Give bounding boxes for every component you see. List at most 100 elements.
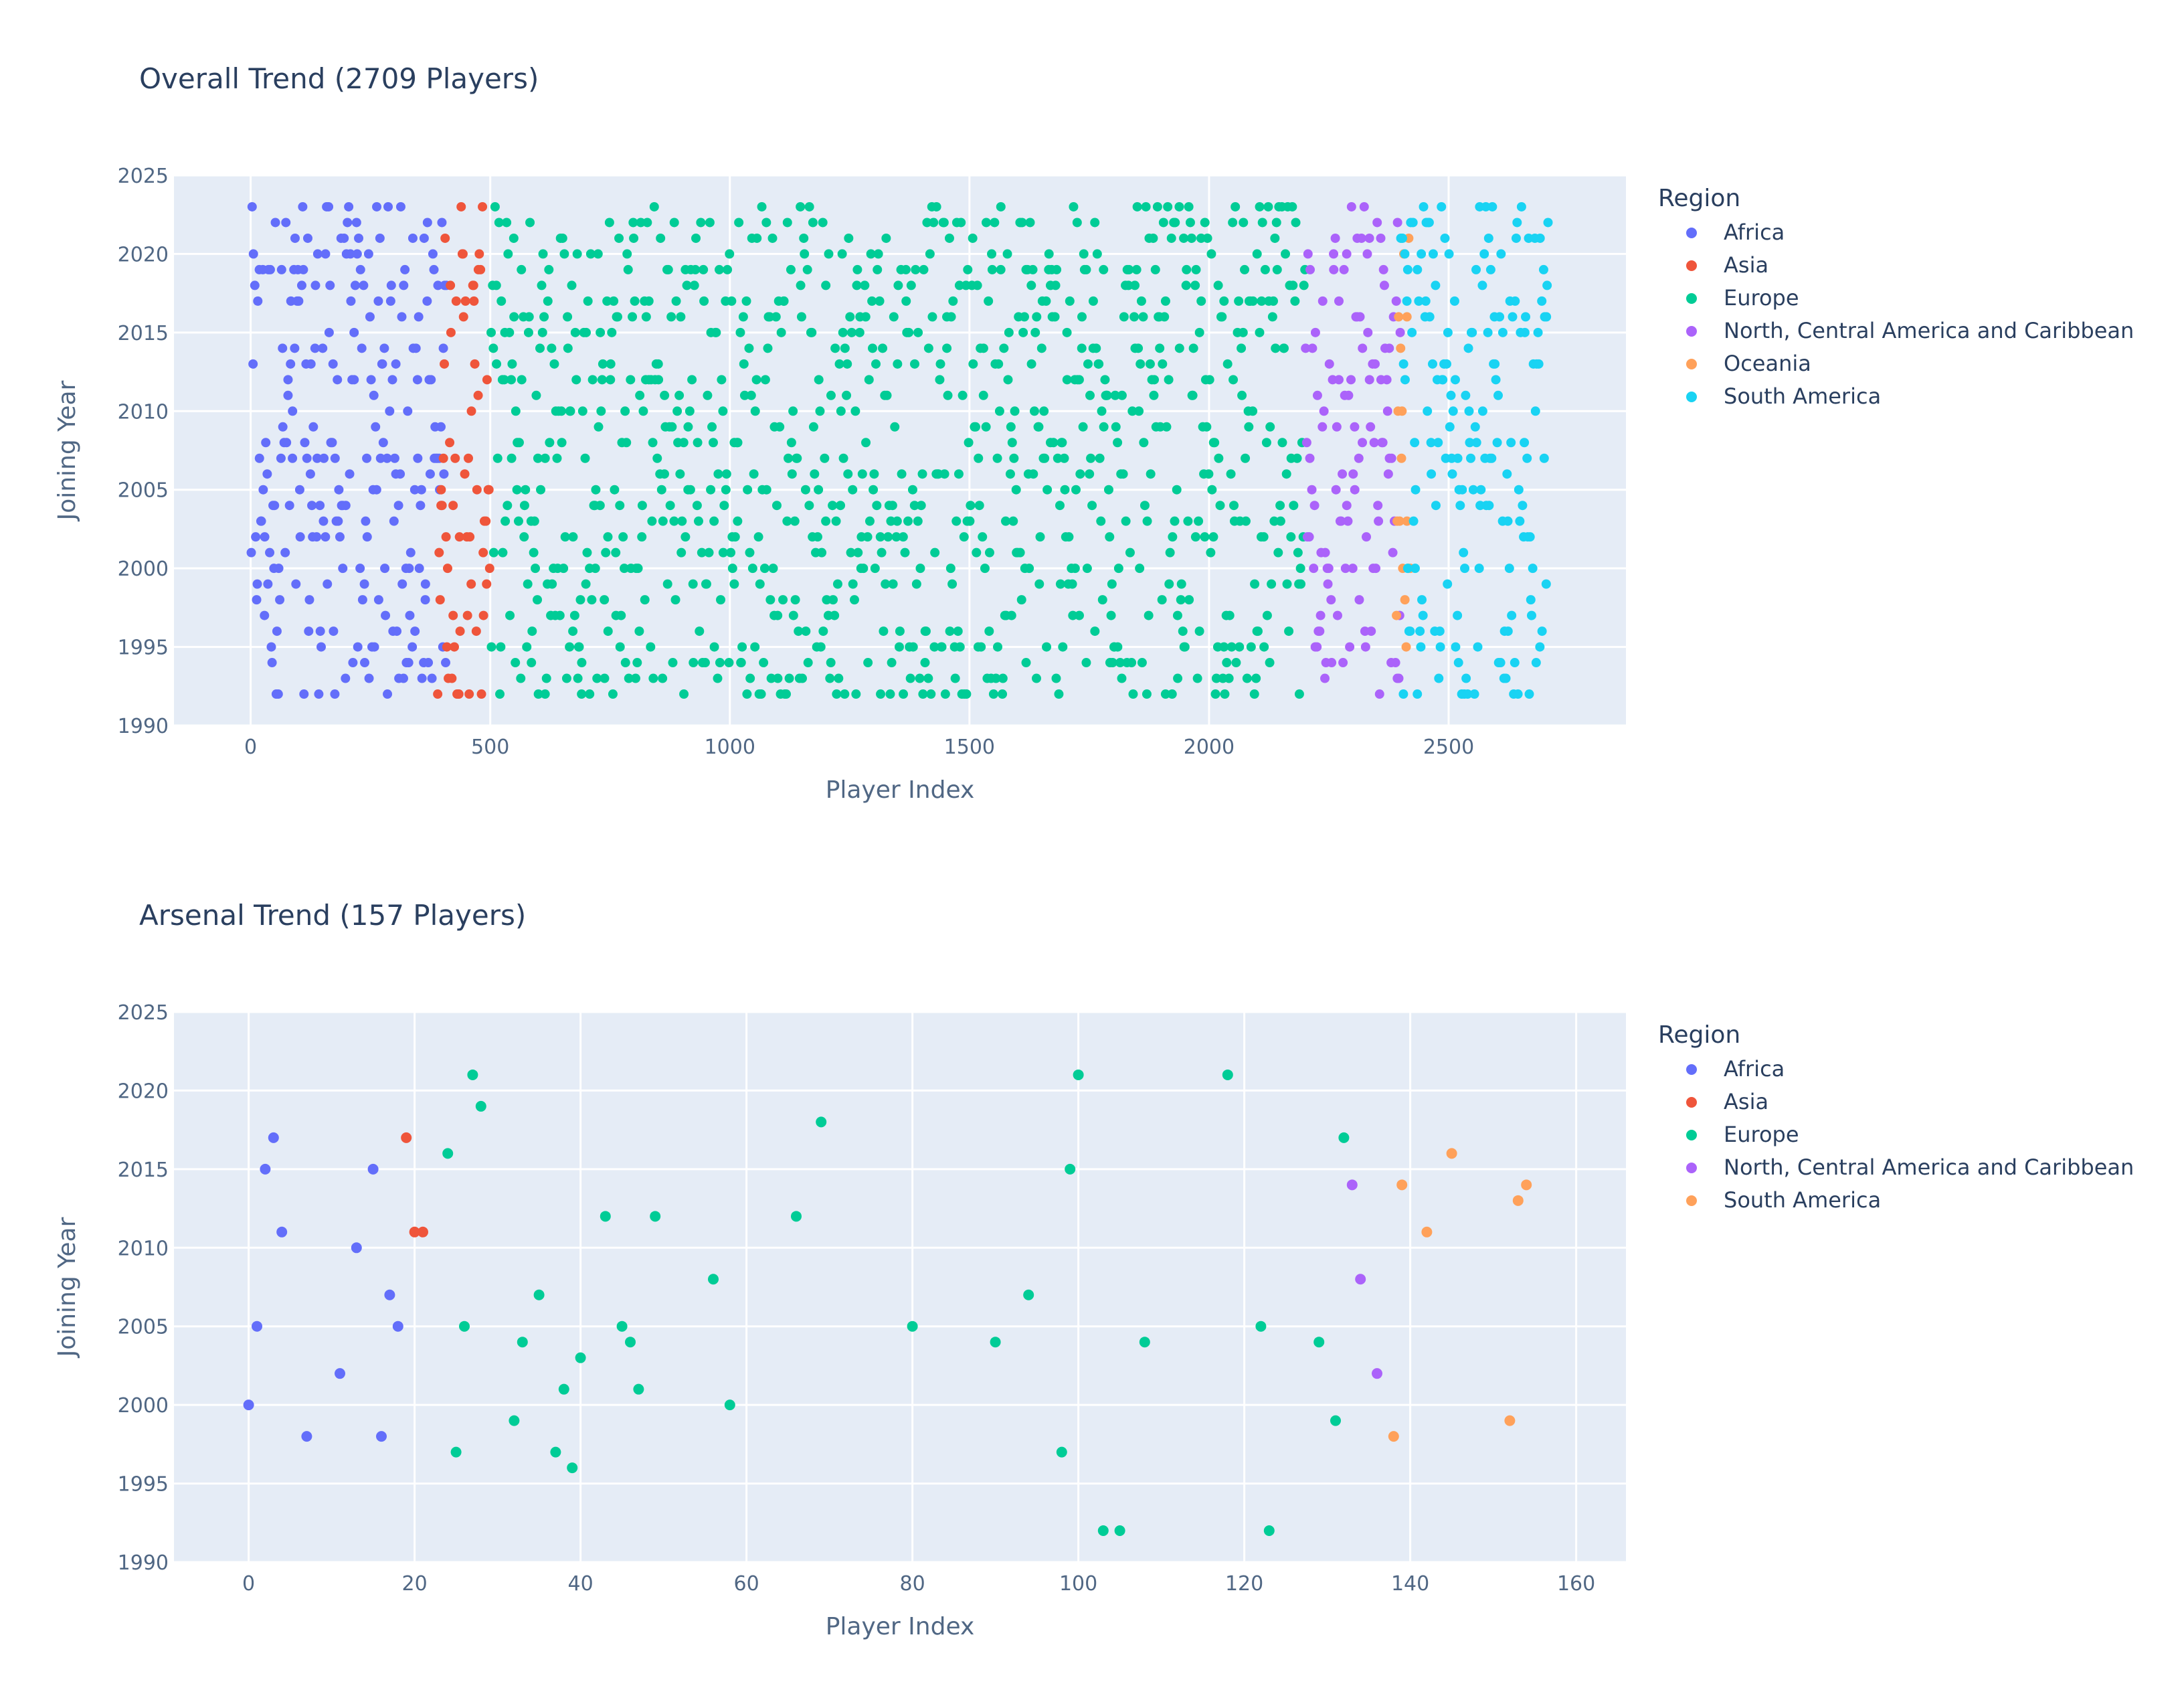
data-point[interactable] bbox=[620, 658, 630, 668]
data-point[interactable] bbox=[1350, 485, 1360, 495]
data-point[interactable] bbox=[478, 547, 488, 558]
data-point[interactable] bbox=[892, 516, 902, 526]
data-point[interactable] bbox=[509, 233, 519, 243]
data-point[interactable] bbox=[1395, 327, 1405, 337]
data-point[interactable] bbox=[1317, 296, 1328, 306]
data-point[interactable] bbox=[778, 595, 788, 605]
data-point[interactable] bbox=[1495, 658, 1506, 668]
data-point[interactable] bbox=[1085, 469, 1095, 479]
data-point[interactable] bbox=[614, 233, 624, 243]
data-point[interactable] bbox=[1265, 658, 1275, 668]
data-point[interactable] bbox=[1224, 610, 1235, 620]
data-point[interactable] bbox=[1180, 642, 1190, 652]
data-point[interactable] bbox=[723, 264, 733, 274]
data-point[interactable] bbox=[1136, 296, 1146, 306]
data-point[interactable] bbox=[1379, 280, 1389, 290]
data-point[interactable] bbox=[953, 626, 963, 636]
data-point[interactable] bbox=[1059, 453, 1069, 463]
data-point[interactable] bbox=[592, 673, 602, 683]
data-point[interactable] bbox=[1338, 658, 1348, 668]
data-point[interactable] bbox=[959, 532, 969, 542]
data-point[interactable] bbox=[567, 280, 577, 290]
data-point[interactable] bbox=[350, 280, 360, 290]
data-point[interactable] bbox=[529, 547, 539, 558]
data-point[interactable] bbox=[478, 610, 488, 620]
data-point[interactable] bbox=[1168, 532, 1178, 542]
data-point[interactable] bbox=[1062, 375, 1072, 385]
data-point[interactable] bbox=[962, 689, 972, 699]
data-point[interactable] bbox=[1194, 516, 1204, 526]
data-point[interactable] bbox=[349, 375, 359, 385]
data-point[interactable] bbox=[1075, 469, 1085, 479]
data-point[interactable] bbox=[351, 218, 361, 228]
data-point[interactable] bbox=[1400, 249, 1410, 259]
data-point[interactable] bbox=[1139, 1337, 1150, 1348]
data-point[interactable] bbox=[346, 296, 356, 306]
data-point[interactable] bbox=[818, 218, 828, 228]
data-point[interactable] bbox=[345, 249, 355, 259]
data-point[interactable] bbox=[792, 453, 802, 463]
data-point[interactable] bbox=[729, 579, 739, 589]
data-point[interactable] bbox=[1248, 296, 1258, 306]
data-point[interactable] bbox=[1415, 626, 1425, 636]
data-point[interactable] bbox=[1455, 501, 1465, 511]
data-point[interactable] bbox=[273, 689, 283, 699]
data-point[interactable] bbox=[385, 296, 395, 306]
data-point[interactable] bbox=[1174, 343, 1184, 353]
data-point[interactable] bbox=[375, 453, 385, 463]
data-point[interactable] bbox=[628, 218, 638, 228]
data-point[interactable] bbox=[1502, 469, 1512, 479]
data-point[interactable] bbox=[519, 501, 529, 511]
data-point[interactable] bbox=[870, 564, 880, 574]
data-point[interactable] bbox=[265, 264, 275, 274]
data-point[interactable] bbox=[490, 201, 500, 211]
data-point[interactable] bbox=[647, 516, 657, 526]
data-point[interactable] bbox=[1392, 218, 1402, 228]
data-point[interactable] bbox=[1394, 312, 1404, 322]
data-point[interactable] bbox=[496, 296, 507, 306]
data-point[interactable] bbox=[814, 485, 824, 495]
data-point[interactable] bbox=[1538, 264, 1548, 274]
data-point[interactable] bbox=[312, 453, 323, 463]
data-point[interactable] bbox=[568, 532, 578, 542]
data-point[interactable] bbox=[920, 658, 930, 668]
data-point[interactable] bbox=[1021, 658, 1031, 668]
data-point[interactable] bbox=[403, 658, 414, 668]
data-point[interactable] bbox=[996, 201, 1006, 211]
data-point[interactable] bbox=[519, 532, 529, 542]
data-point[interactable] bbox=[958, 390, 968, 400]
data-point[interactable] bbox=[1288, 280, 1298, 290]
data-point[interactable] bbox=[695, 626, 705, 636]
data-point[interactable] bbox=[750, 642, 760, 652]
data-point[interactable] bbox=[745, 547, 755, 558]
data-point[interactable] bbox=[1083, 359, 1093, 369]
data-point[interactable] bbox=[1190, 280, 1200, 290]
data-point[interactable] bbox=[1095, 453, 1105, 463]
data-point[interactable] bbox=[766, 673, 776, 683]
data-point[interactable] bbox=[1277, 438, 1287, 448]
data-point[interactable] bbox=[1069, 201, 1079, 211]
data-point[interactable] bbox=[523, 327, 533, 337]
data-point[interactable] bbox=[1434, 673, 1444, 683]
data-point[interactable] bbox=[1467, 327, 1477, 337]
data-point[interactable] bbox=[414, 312, 424, 322]
data-point[interactable] bbox=[1268, 296, 1278, 306]
data-point[interactable] bbox=[581, 327, 592, 337]
data-point[interactable] bbox=[1431, 501, 1441, 511]
data-point[interactable] bbox=[574, 642, 584, 652]
data-point[interactable] bbox=[637, 532, 647, 542]
data-point[interactable] bbox=[776, 327, 786, 337]
data-point[interactable] bbox=[901, 264, 911, 274]
data-point[interactable] bbox=[410, 485, 420, 495]
data-point[interactable] bbox=[843, 469, 853, 479]
data-point[interactable] bbox=[1402, 296, 1412, 306]
data-point[interactable] bbox=[468, 280, 478, 290]
data-point[interactable] bbox=[915, 673, 925, 683]
data-point[interactable] bbox=[988, 689, 998, 699]
data-point[interactable] bbox=[900, 547, 910, 558]
data-point[interactable] bbox=[1332, 422, 1342, 432]
data-point[interactable] bbox=[433, 280, 443, 290]
data-point[interactable] bbox=[821, 516, 831, 526]
data-point[interactable] bbox=[1219, 296, 1229, 306]
data-point[interactable] bbox=[649, 201, 659, 211]
